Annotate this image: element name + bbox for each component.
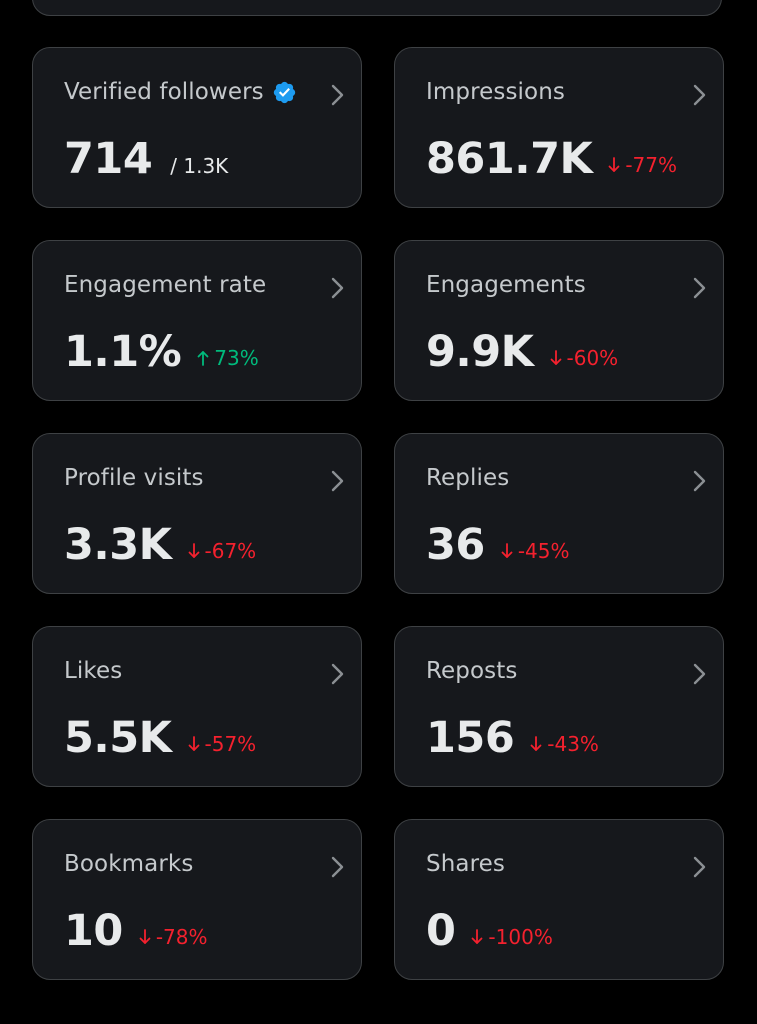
- card-reposts[interactable]: Reposts 156 -43%: [394, 626, 724, 787]
- card-label: Verified followers: [64, 79, 297, 105]
- card-value-row: 1.1% 73%: [64, 327, 259, 377]
- chevron-right-icon[interactable]: [693, 663, 707, 685]
- card-label: Engagements: [426, 272, 586, 298]
- card-label: Likes: [64, 658, 123, 684]
- card-label: Bookmarks: [64, 851, 194, 877]
- chevron-right-icon[interactable]: [331, 470, 345, 492]
- verified-badge-icon: [273, 81, 295, 103]
- card-value-row: 5.5K -57%: [64, 713, 256, 763]
- change-indicator: -45%: [501, 539, 570, 563]
- card-value-row: 0 -100%: [426, 906, 553, 956]
- arrow-down-icon: [530, 736, 542, 751]
- card-value: 36: [426, 520, 485, 570]
- chevron-right-icon[interactable]: [693, 277, 707, 299]
- change-indicator: -67%: [188, 539, 257, 563]
- card-value: 861.7K: [426, 134, 593, 184]
- change-indicator: -77%: [608, 153, 677, 177]
- card-value-row: 3.3K -67%: [64, 520, 256, 570]
- change-value: -67%: [204, 539, 257, 563]
- change-value: -77%: [625, 153, 678, 177]
- chevron-right-icon[interactable]: [693, 84, 707, 106]
- card-value-row: 156 -43%: [426, 713, 599, 763]
- card-label: Shares: [426, 851, 505, 877]
- card-value: 10: [64, 906, 123, 956]
- arrow-down-icon: [472, 929, 483, 944]
- card-label-text: Verified followers: [64, 79, 264, 105]
- card-engagement-rate[interactable]: Engagement rate 1.1% 73%: [32, 240, 362, 401]
- change-indicator: -100%: [471, 925, 553, 949]
- change-value: -78%: [155, 925, 208, 949]
- card-value-row: 861.7K -77%: [426, 134, 677, 184]
- card-value: 714: [64, 134, 153, 184]
- card-value: 3.3K: [64, 520, 172, 570]
- card-bookmarks[interactable]: Bookmarks 10 -78%: [32, 819, 362, 980]
- change-value: -60%: [566, 346, 619, 370]
- change-indicator: -43%: [530, 732, 599, 756]
- change-value: 73%: [214, 346, 259, 370]
- chevron-right-icon[interactable]: [331, 663, 345, 685]
- chevron-right-icon[interactable]: [331, 856, 345, 878]
- card-value-row: 36 -45%: [426, 520, 570, 570]
- card-value: 1.1%: [64, 327, 182, 377]
- card-subvalue: / 1.3K: [170, 154, 229, 178]
- card-value-row: 10 -78%: [64, 906, 208, 956]
- card-value: 0: [426, 906, 456, 956]
- change-indicator: -78%: [139, 925, 208, 949]
- change-indicator: -60%: [550, 346, 619, 370]
- change-value: -100%: [488, 925, 553, 949]
- card-value-row: 714 / 1.3K: [64, 134, 228, 184]
- arrow-down-icon: [550, 350, 561, 365]
- card-replies[interactable]: Replies 36 -45%: [394, 433, 724, 594]
- chevron-right-icon[interactable]: [693, 470, 707, 492]
- change-indicator: 73%: [197, 346, 259, 370]
- card-likes[interactable]: Likes 5.5K -57%: [32, 626, 362, 787]
- chevron-right-icon[interactable]: [331, 277, 345, 299]
- card-impressions[interactable]: Impressions 861.7K -77%: [394, 47, 724, 208]
- change-value: -43%: [547, 732, 599, 756]
- card-value: 5.5K: [64, 713, 172, 763]
- arrow-up-icon: [197, 351, 209, 366]
- card-verified-followers[interactable]: Verified followers 714 / 1.3K: [32, 47, 362, 208]
- arrow-down-icon: [188, 543, 199, 558]
- card-label: Replies: [426, 465, 510, 491]
- arrow-down-icon: [501, 543, 513, 558]
- change-value: -57%: [204, 732, 257, 756]
- card-value: 9.9K: [426, 327, 534, 377]
- change-indicator: -57%: [188, 732, 257, 756]
- arrow-down-icon: [608, 157, 620, 172]
- arrow-down-icon: [188, 736, 199, 751]
- card-label: Profile visits: [64, 465, 204, 491]
- card-label: Engagement rate: [64, 272, 267, 298]
- chevron-right-icon[interactable]: [693, 856, 707, 878]
- card-value: 156: [426, 713, 515, 763]
- card-profile-visits[interactable]: Profile visits 3.3K -67%: [32, 433, 362, 594]
- change-value: -45%: [517, 539, 570, 563]
- card-engagements[interactable]: Engagements 9.9K -60%: [394, 240, 724, 401]
- chevron-right-icon[interactable]: [331, 84, 345, 106]
- arrow-down-icon: [139, 929, 151, 944]
- card-label: Impressions: [426, 79, 565, 105]
- card-shares[interactable]: Shares 0 -100%: [394, 819, 724, 980]
- previous-card-partial[interactable]: [32, 0, 722, 16]
- card-label: Reposts: [426, 658, 518, 684]
- card-value-row: 9.9K -60%: [426, 327, 618, 377]
